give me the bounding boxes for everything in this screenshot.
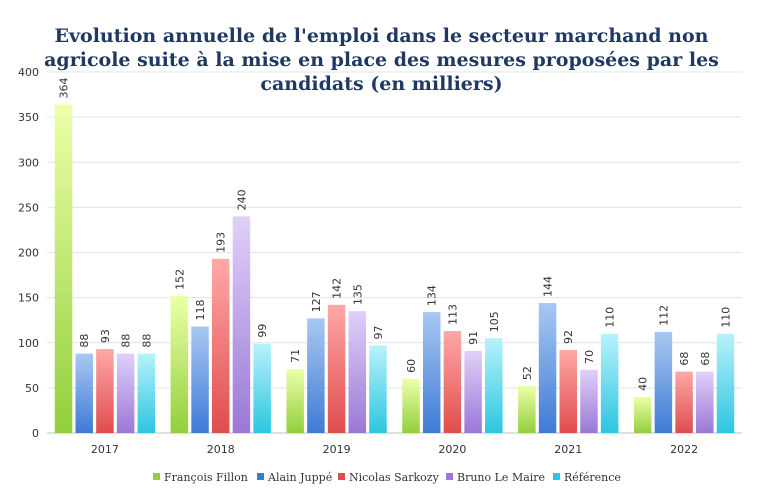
x-tick-label: 2018: [207, 443, 235, 456]
data-label: 60: [405, 359, 418, 373]
bar: [191, 326, 209, 433]
legend-label: François Fillon: [164, 471, 248, 484]
y-tick-label: 50: [25, 382, 39, 395]
data-label: 134: [426, 285, 439, 306]
y-axis: 0 50 100 150 200 250 300 350 400: [18, 66, 39, 440]
data-label: 91: [467, 331, 480, 345]
data-label: 97: [372, 325, 385, 339]
bar: [170, 295, 189, 433]
data-label: 112: [657, 305, 670, 326]
y-tick-label: 400: [18, 66, 39, 79]
data-label: 364: [58, 77, 71, 98]
data-labels: 364 88 93 88 88 152 118 193 240 99 71 127 142 135 97 60…: [58, 77, 733, 390]
legend-label: Nicolas Sarkozy: [349, 471, 440, 484]
bar: [443, 331, 462, 433]
legend: François Fillon Alain Juppé Nicolas Sarkoz…: [153, 471, 621, 484]
data-label: 88: [140, 334, 153, 348]
data-label: 99: [256, 324, 269, 338]
bar: [675, 371, 693, 433]
bar: [116, 353, 135, 433]
data-label: 40: [637, 377, 650, 391]
chart-title-line-3: candidats (en milliers): [260, 73, 503, 95]
data-label: 144: [542, 276, 555, 297]
data-label: 68: [699, 352, 712, 366]
y-tick-label: 100: [18, 337, 39, 350]
bar: [580, 369, 598, 433]
bar: [696, 371, 714, 433]
bar: [600, 333, 619, 433]
x-axis: 2017 2018 2019 2020 2021 2022: [91, 443, 698, 456]
chart-title-line-1: Evolution annuelle de l'emploi dans le s…: [54, 25, 709, 47]
bars: [54, 104, 735, 434]
data-label: 110: [604, 307, 617, 328]
bar: [464, 350, 482, 433]
bar: [633, 396, 652, 433]
data-label: 240: [235, 189, 248, 210]
x-tick-label: 2022: [670, 443, 698, 456]
y-tick-label: 0: [32, 427, 39, 440]
data-label: 88: [78, 334, 91, 348]
data-label: 193: [215, 232, 228, 253]
data-label: 152: [173, 269, 186, 290]
legend-swatch: [257, 473, 264, 480]
legend-label: Bruno Le Maire: [457, 471, 545, 484]
bar: [369, 345, 387, 433]
bar: [212, 258, 230, 433]
x-tick-label: 2019: [323, 443, 351, 456]
legend-swatch: [153, 473, 160, 480]
data-label: 52: [521, 366, 534, 380]
data-label: 127: [310, 291, 323, 312]
bar: [327, 304, 346, 433]
bar: [348, 311, 367, 433]
data-label: 88: [120, 334, 133, 348]
bar: [54, 104, 73, 434]
bar: [559, 349, 577, 433]
bar: [253, 343, 271, 433]
bar: [307, 318, 325, 433]
chart-title: Evolution annuelle de l'emploi dans le s…: [0, 24, 763, 96]
data-label: 142: [331, 278, 344, 299]
bar: [518, 386, 536, 433]
chart-title-line-2: agricole suite à la mise en place des me…: [44, 49, 719, 71]
data-label: 135: [351, 284, 364, 305]
bar: [137, 353, 156, 433]
data-label: 70: [583, 350, 596, 364]
bar: [402, 378, 420, 433]
bar: [716, 333, 735, 433]
y-tick-label: 300: [18, 156, 39, 169]
legend-swatch: [338, 473, 345, 480]
y-tick-label: 200: [18, 247, 39, 260]
grid-lines: [47, 71, 742, 434]
data-label: 105: [488, 311, 501, 332]
bar: [654, 331, 673, 433]
x-tick-label: 2020: [438, 443, 466, 456]
legend-label: Alain Juppé: [267, 471, 332, 484]
legend-swatch: [553, 473, 560, 480]
bar: [75, 353, 93, 433]
bar: [538, 303, 557, 433]
data-label: 68: [678, 352, 691, 366]
bar: [286, 368, 304, 433]
y-tick-label: 150: [18, 292, 39, 305]
y-tick-label: 250: [18, 201, 39, 214]
bar: [422, 312, 441, 433]
bar: [232, 216, 251, 433]
data-label: 71: [289, 349, 302, 363]
data-label: 93: [99, 329, 112, 343]
y-tick-label: 350: [18, 111, 39, 124]
bar: [96, 349, 114, 433]
x-tick-label: 2021: [554, 443, 582, 456]
legend-swatch: [446, 473, 453, 480]
data-label: 110: [719, 307, 732, 328]
x-tick-label: 2017: [91, 443, 119, 456]
data-label: 92: [562, 330, 575, 344]
data-label: 118: [194, 300, 207, 321]
legend-label: Référence: [564, 471, 621, 484]
bar: [485, 338, 503, 433]
data-label: 113: [446, 304, 459, 325]
